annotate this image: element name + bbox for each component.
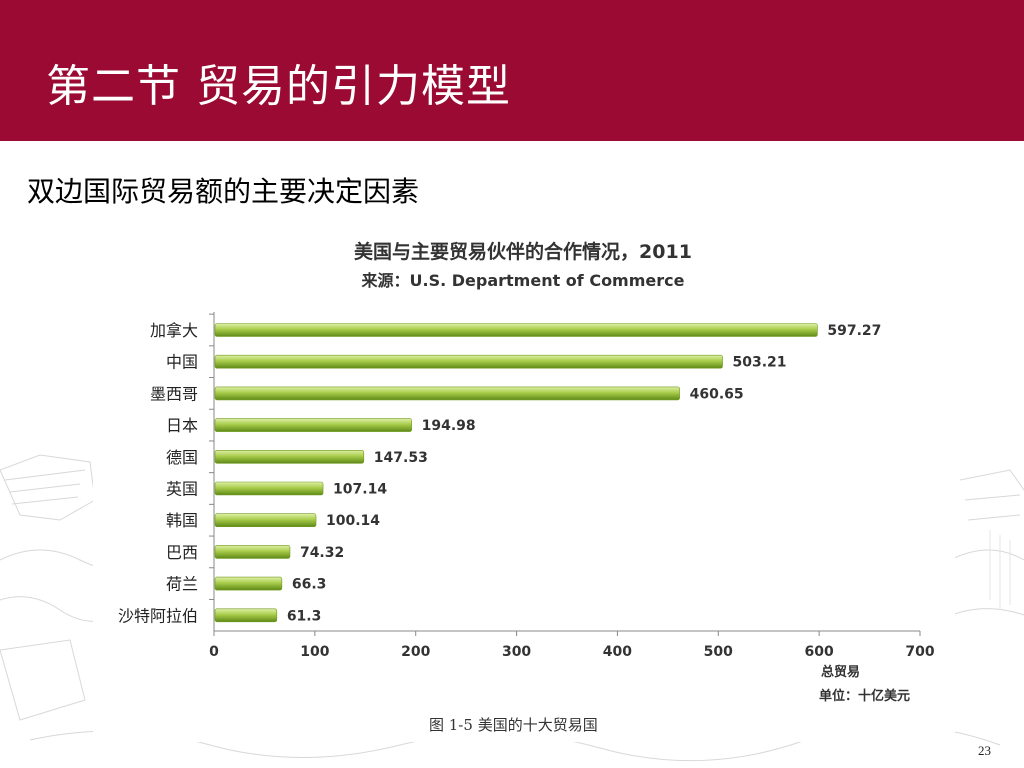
x-axis-label: 总贸易 (821, 664, 860, 680)
category-label: 德国 (166, 448, 198, 467)
x-tick-label: 500 (704, 644, 733, 660)
bar (214, 513, 317, 528)
bar-value-label: 194.98 (422, 418, 476, 434)
bar (214, 608, 278, 623)
x-tick-label: 400 (603, 644, 632, 660)
bar (214, 354, 723, 369)
slide-title: 第二节 贸易的引力模型 (46, 61, 511, 112)
bar-value-label: 61.3 (287, 608, 322, 624)
unit-label: 单位：十亿美元 (819, 688, 910, 704)
bar (214, 545, 291, 559)
chart-title: 美国与主要贸易伙伴的合作情况，2011 (354, 240, 692, 263)
category-label: 英国 (166, 480, 198, 499)
category-label: 日本 (166, 416, 198, 435)
bar (214, 576, 283, 591)
bar-value-label: 597.27 (827, 323, 881, 339)
bar-value-label: 66.3 (292, 577, 327, 593)
x-tick-label: 100 (300, 644, 329, 660)
page-number: 23 (978, 743, 991, 758)
bar-value-label: 100.14 (326, 513, 380, 529)
bar-value-label: 74.32 (300, 545, 344, 561)
bar-chart: 美国与主要贸易伙伴的合作情况，2011 来源：U.S. Department o… (118, 240, 935, 734)
slide-subtitle: 双边国际贸易额的主要决定因素 (27, 175, 420, 208)
category-label: 韩国 (166, 511, 198, 530)
bar (214, 323, 818, 337)
chart-source: 来源：U.S. Department of Commerce (361, 271, 685, 290)
x-tick-label: 700 (905, 644, 934, 660)
category-label: 沙特阿拉伯 (118, 606, 198, 625)
x-tick-label: 0 (209, 644, 219, 660)
bar (214, 418, 412, 432)
category-label: 中国 (166, 353, 198, 372)
header-bar: 第二节 贸易的引力模型 (0, 0, 1024, 141)
x-tick-label: 200 (401, 644, 430, 660)
x-tick-label: 600 (805, 644, 834, 660)
bar-value-label: 460.65 (690, 386, 744, 402)
category-label: 巴西 (166, 543, 198, 562)
category-label: 加拿大 (150, 321, 198, 340)
plot-area: 0 100 200 300 400 500 600 700 加拿大 597.27 中国 503.21 墨… (118, 312, 935, 660)
bar-value-label: 107.14 (333, 482, 387, 498)
bar-value-label: 503.21 (733, 355, 787, 371)
category-label: 荷兰 (166, 575, 198, 594)
bar (214, 386, 680, 401)
bar-value-label: 147.53 (374, 450, 428, 466)
x-tick-label: 300 (502, 644, 531, 660)
category-label: 墨西哥 (150, 384, 198, 403)
figure-caption: 图 1-5 美国的十大贸易国 (429, 716, 598, 734)
bar (214, 450, 365, 464)
bar (214, 481, 324, 496)
